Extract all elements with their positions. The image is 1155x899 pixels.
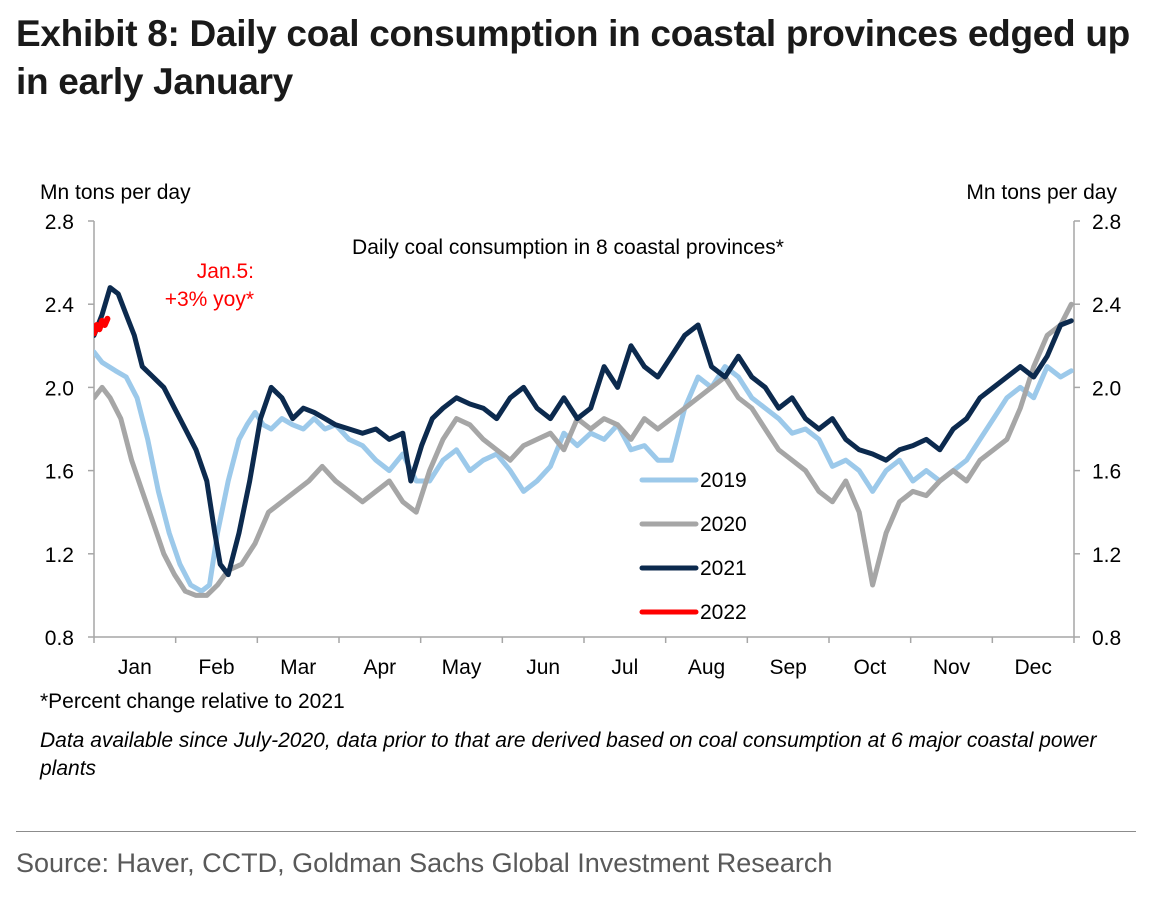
x-tick-label: May [442, 656, 482, 679]
x-tick-label: Nov [933, 656, 971, 679]
y-tick-label-right: 0.8 [1092, 627, 1121, 650]
annotation-line-2: +3% yoy* [165, 288, 254, 311]
y-axis-label-left: Mn tons per day [40, 181, 191, 204]
y-tick-label-left: 1.2 [45, 544, 74, 567]
x-tick-label: Oct [853, 656, 886, 679]
y-tick-label-right: 2.8 [1092, 211, 1121, 234]
chart-title: Daily coal consumption in 8 coastal prov… [352, 236, 784, 259]
series-line-2021 [94, 285, 1074, 578]
y-tick-label-left: 0.8 [45, 627, 74, 650]
y-axis-label-right: Mn tons per day [966, 181, 1117, 204]
footnote: *Percent change relative to 2021 [40, 690, 345, 713]
legend-label-2021: 2021 [700, 557, 747, 580]
x-tick-label: Apr [363, 656, 396, 679]
x-tick-label: Jul [611, 656, 638, 679]
y-tick-label-left: 2.0 [45, 377, 74, 400]
legend-label-2019: 2019 [700, 469, 747, 492]
annotation-line-1: Jan.5: [197, 260, 254, 283]
series-line-2019 [94, 349, 1074, 594]
divider [16, 831, 1136, 832]
y-tick-label-left: 2.8 [45, 211, 74, 234]
data-note: Data available since July-2020, data pri… [40, 729, 1097, 780]
y-tick-label-left: 1.6 [45, 461, 74, 484]
x-tick-label: Jan [118, 656, 152, 679]
series-line-2020 [94, 301, 1074, 598]
page-title: Exhibit 8: Daily coal consumption in coa… [16, 13, 1130, 102]
legend: 2019 2020 2021 2022 [639, 469, 747, 624]
series-line-2022 [94, 315, 111, 337]
x-tick-label: Mar [280, 656, 316, 679]
legend-label-2022: 2022 [700, 601, 747, 624]
x-tick-label: Sep [769, 656, 806, 679]
x-tick-label: Dec [1014, 656, 1051, 679]
y-tick-label-right: 2.0 [1092, 377, 1121, 400]
x-tick-label: Jun [526, 656, 560, 679]
source-line: Source: Haver, CCTD, Goldman Sachs Globa… [16, 848, 833, 878]
legend-label-2020: 2020 [700, 513, 747, 536]
y-tick-label-right: 1.2 [1092, 544, 1121, 567]
y-tick-label-right: 1.6 [1092, 461, 1121, 484]
x-tick-label: Aug [688, 656, 725, 679]
y-tick-label-left: 2.4 [45, 294, 75, 317]
y-tick-label-right: 2.4 [1092, 294, 1122, 317]
x-tick-label: Feb [198, 656, 234, 679]
